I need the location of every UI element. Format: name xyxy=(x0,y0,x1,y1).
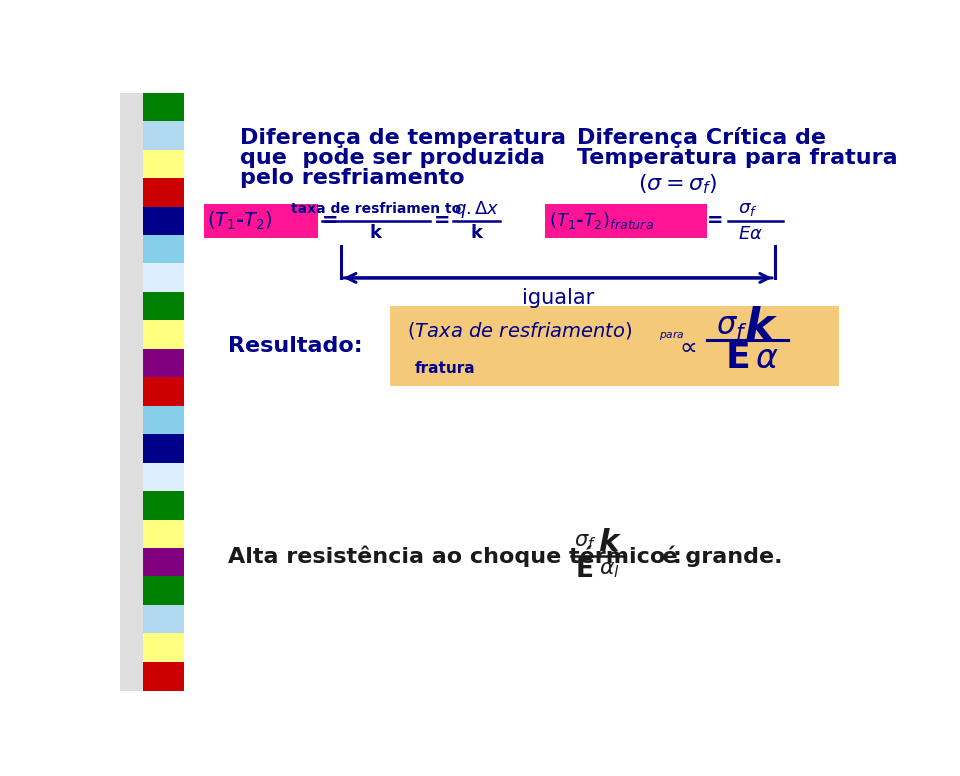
Text: E: E xyxy=(576,556,594,583)
Bar xyxy=(143,662,183,691)
Text: pelo resfriamento: pelo resfriamento xyxy=(240,168,465,188)
Bar xyxy=(143,349,183,378)
Text: que  pode ser produzida: que pode ser produzida xyxy=(240,147,545,168)
Text: $\sigma_f$: $\sigma_f$ xyxy=(574,532,596,552)
Bar xyxy=(143,206,183,235)
Text: =: = xyxy=(707,211,724,230)
Text: Resultado:: Resultado: xyxy=(228,337,363,356)
Bar xyxy=(143,235,183,264)
Bar xyxy=(143,491,183,520)
Text: $(T_1$-$T_2)_{fratura}$: $(T_1$-$T_2)_{fratura}$ xyxy=(549,210,655,231)
Text: taxa de resfriamen to: taxa de resfriamen to xyxy=(291,203,461,217)
Text: k: k xyxy=(598,528,618,556)
Bar xyxy=(143,292,183,320)
Bar xyxy=(390,306,839,386)
Bar xyxy=(120,93,143,691)
Bar xyxy=(143,605,183,634)
Bar xyxy=(544,204,708,238)
Text: $_{para}$: $_{para}$ xyxy=(659,327,684,342)
Bar xyxy=(204,204,319,238)
Text: $\sigma_f$: $\sigma_f$ xyxy=(738,199,757,217)
Text: Alta resistência ao choque térmico :: Alta resistência ao choque térmico : xyxy=(228,546,683,566)
Bar xyxy=(143,462,183,491)
Text: $\alpha_l$: $\alpha_l$ xyxy=(599,559,620,580)
Bar xyxy=(143,264,183,293)
Text: $(\sigma = \sigma_f)$: $(\sigma = \sigma_f)$ xyxy=(638,172,717,196)
Bar xyxy=(143,121,183,150)
Text: é grande.: é grande. xyxy=(647,546,782,566)
Text: $(Taxa\ de\ resfriamento)$: $(Taxa\ de\ resfriamento)$ xyxy=(407,320,632,341)
Text: igualar: igualar xyxy=(521,288,594,308)
Bar xyxy=(143,435,183,463)
Text: $\propto$: $\propto$ xyxy=(675,334,697,359)
Text: fratura: fratura xyxy=(415,362,475,376)
Text: E: E xyxy=(726,341,751,375)
Bar xyxy=(143,520,183,549)
Bar xyxy=(143,633,183,662)
Text: Diferença Crítica de: Diferença Crítica de xyxy=(577,127,827,148)
Text: $\alpha$: $\alpha$ xyxy=(756,341,779,375)
Text: $\sigma_f$: $\sigma_f$ xyxy=(716,313,748,341)
Bar xyxy=(143,548,183,577)
Bar xyxy=(143,150,183,178)
Bar xyxy=(143,377,183,406)
Text: k: k xyxy=(470,224,483,242)
Bar xyxy=(143,320,183,349)
Bar xyxy=(143,93,183,122)
Text: Diferença de temperatura: Diferença de temperatura xyxy=(240,128,566,147)
Bar xyxy=(143,577,183,605)
Text: k: k xyxy=(745,306,774,348)
Bar xyxy=(143,406,183,435)
Text: $E\alpha$: $E\alpha$ xyxy=(737,225,762,243)
Text: Temperatura para fratura: Temperatura para fratura xyxy=(577,147,898,168)
Text: $(T_1$-$T_2)$: $(T_1$-$T_2)$ xyxy=(206,210,273,232)
Text: $q.\Delta x$: $q.\Delta x$ xyxy=(454,199,499,220)
Text: k: k xyxy=(370,224,382,242)
Text: =: = xyxy=(433,211,450,230)
Bar xyxy=(143,178,183,207)
Text: =: = xyxy=(322,211,338,230)
